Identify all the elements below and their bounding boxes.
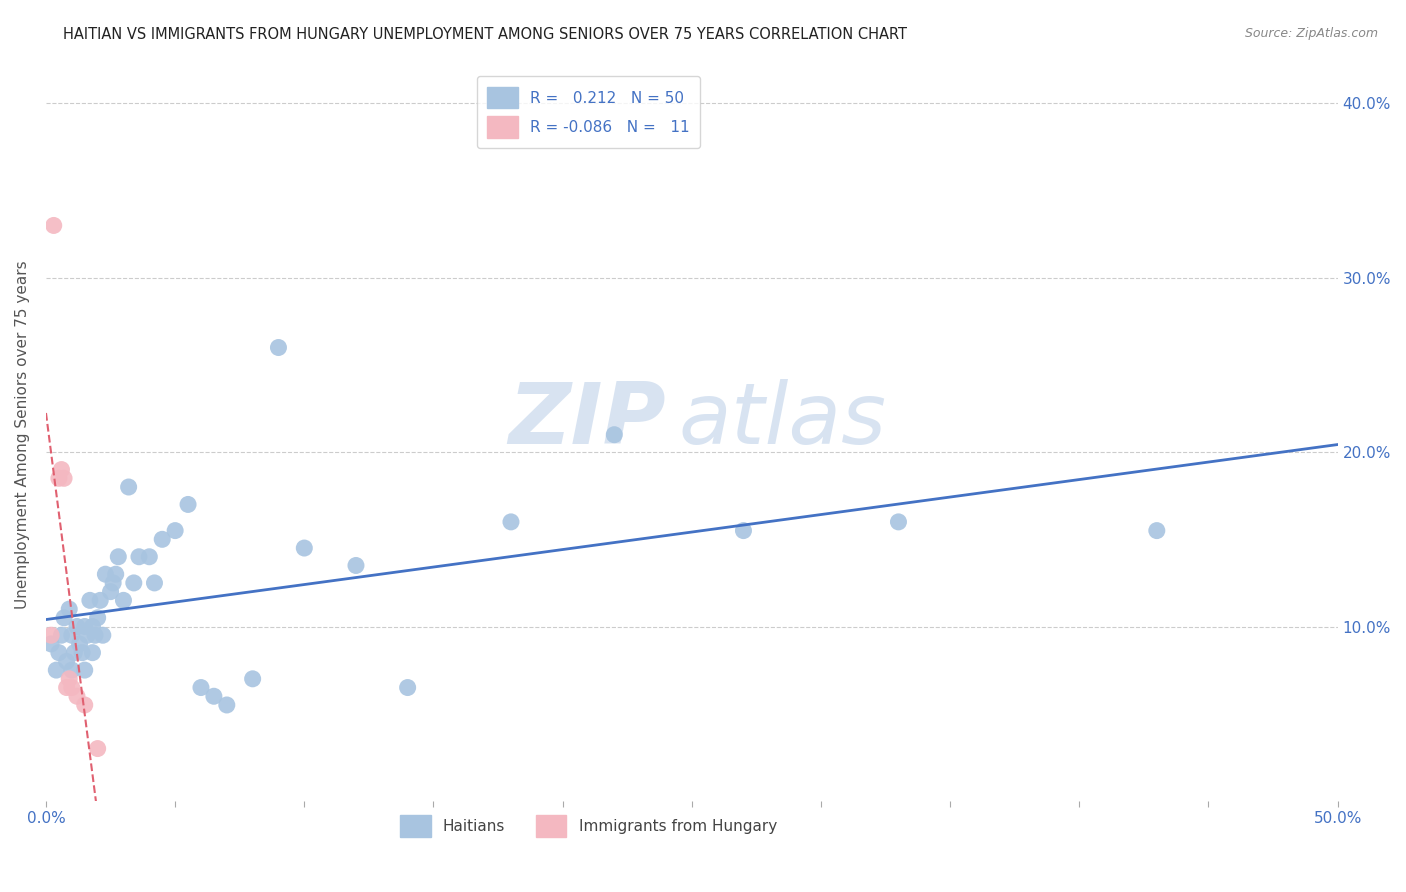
Point (100, 584, 122, 599)
Point (150, 533, 173, 547)
Point (51, 628, 73, 642)
Point (91, 628, 114, 642)
Point (190, 681, 212, 695)
Point (101, 575, 124, 590)
Point (48, 646, 70, 660)
Point (66, 619, 89, 633)
Point (73, 698, 96, 712)
Point (215, 698, 238, 712)
Point (79, 593, 101, 607)
Point (94, 567, 117, 582)
Point (73, 663, 96, 677)
Point (73, 619, 96, 633)
Point (165, 524, 187, 538)
Point (53, 471, 76, 485)
Point (53, 611, 76, 625)
Point (86, 741, 108, 756)
Point (60, 628, 83, 642)
Text: ZIP: ZIP (509, 378, 666, 461)
Point (58, 672, 80, 686)
Point (42, 219, 65, 233)
Point (70, 646, 93, 660)
Point (138, 549, 160, 564)
Point (107, 549, 129, 564)
Point (603, 427, 626, 442)
Point (51, 462, 73, 476)
Point (202, 690, 225, 704)
Y-axis label: Unemployment Among Seniors over 75 years: Unemployment Among Seniors over 75 years (15, 260, 30, 609)
Point (396, 681, 419, 695)
Point (45, 663, 67, 677)
Point (39, 637, 62, 651)
Point (76, 628, 98, 642)
Point (104, 567, 127, 582)
Point (55, 681, 77, 695)
Point (887, 515, 910, 529)
Point (58, 602, 80, 616)
Point (499, 515, 522, 529)
Point (89, 593, 111, 607)
Text: atlas: atlas (679, 378, 887, 461)
Point (60, 663, 83, 677)
Point (117, 480, 139, 494)
Text: HAITIAN VS IMMIGRANTS FROM HUNGARY UNEMPLOYMENT AMONG SENIORS OVER 75 YEARS CORR: HAITIAN VS IMMIGRANTS FROM HUNGARY UNEMP… (63, 27, 907, 42)
Point (1146, 524, 1168, 538)
Point (39, 628, 62, 642)
Legend: Haitians, Immigrants from Hungary: Haitians, Immigrants from Hungary (392, 807, 785, 845)
Point (66, 690, 89, 704)
Point (292, 541, 315, 555)
Point (242, 672, 264, 686)
Point (344, 558, 367, 573)
Point (143, 575, 166, 590)
Point (55, 654, 77, 668)
Text: Source: ZipAtlas.com: Source: ZipAtlas.com (1244, 27, 1378, 40)
Point (177, 498, 200, 512)
Point (82, 646, 104, 660)
Point (128, 549, 150, 564)
Point (63, 646, 86, 660)
Point (48, 471, 70, 485)
Point (60, 681, 83, 695)
Point (733, 524, 755, 538)
Point (86, 611, 108, 625)
Point (267, 341, 290, 355)
Point (82, 619, 104, 633)
Point (69, 637, 91, 651)
Point (122, 575, 145, 590)
Point (112, 593, 135, 607)
Point (84, 628, 107, 642)
